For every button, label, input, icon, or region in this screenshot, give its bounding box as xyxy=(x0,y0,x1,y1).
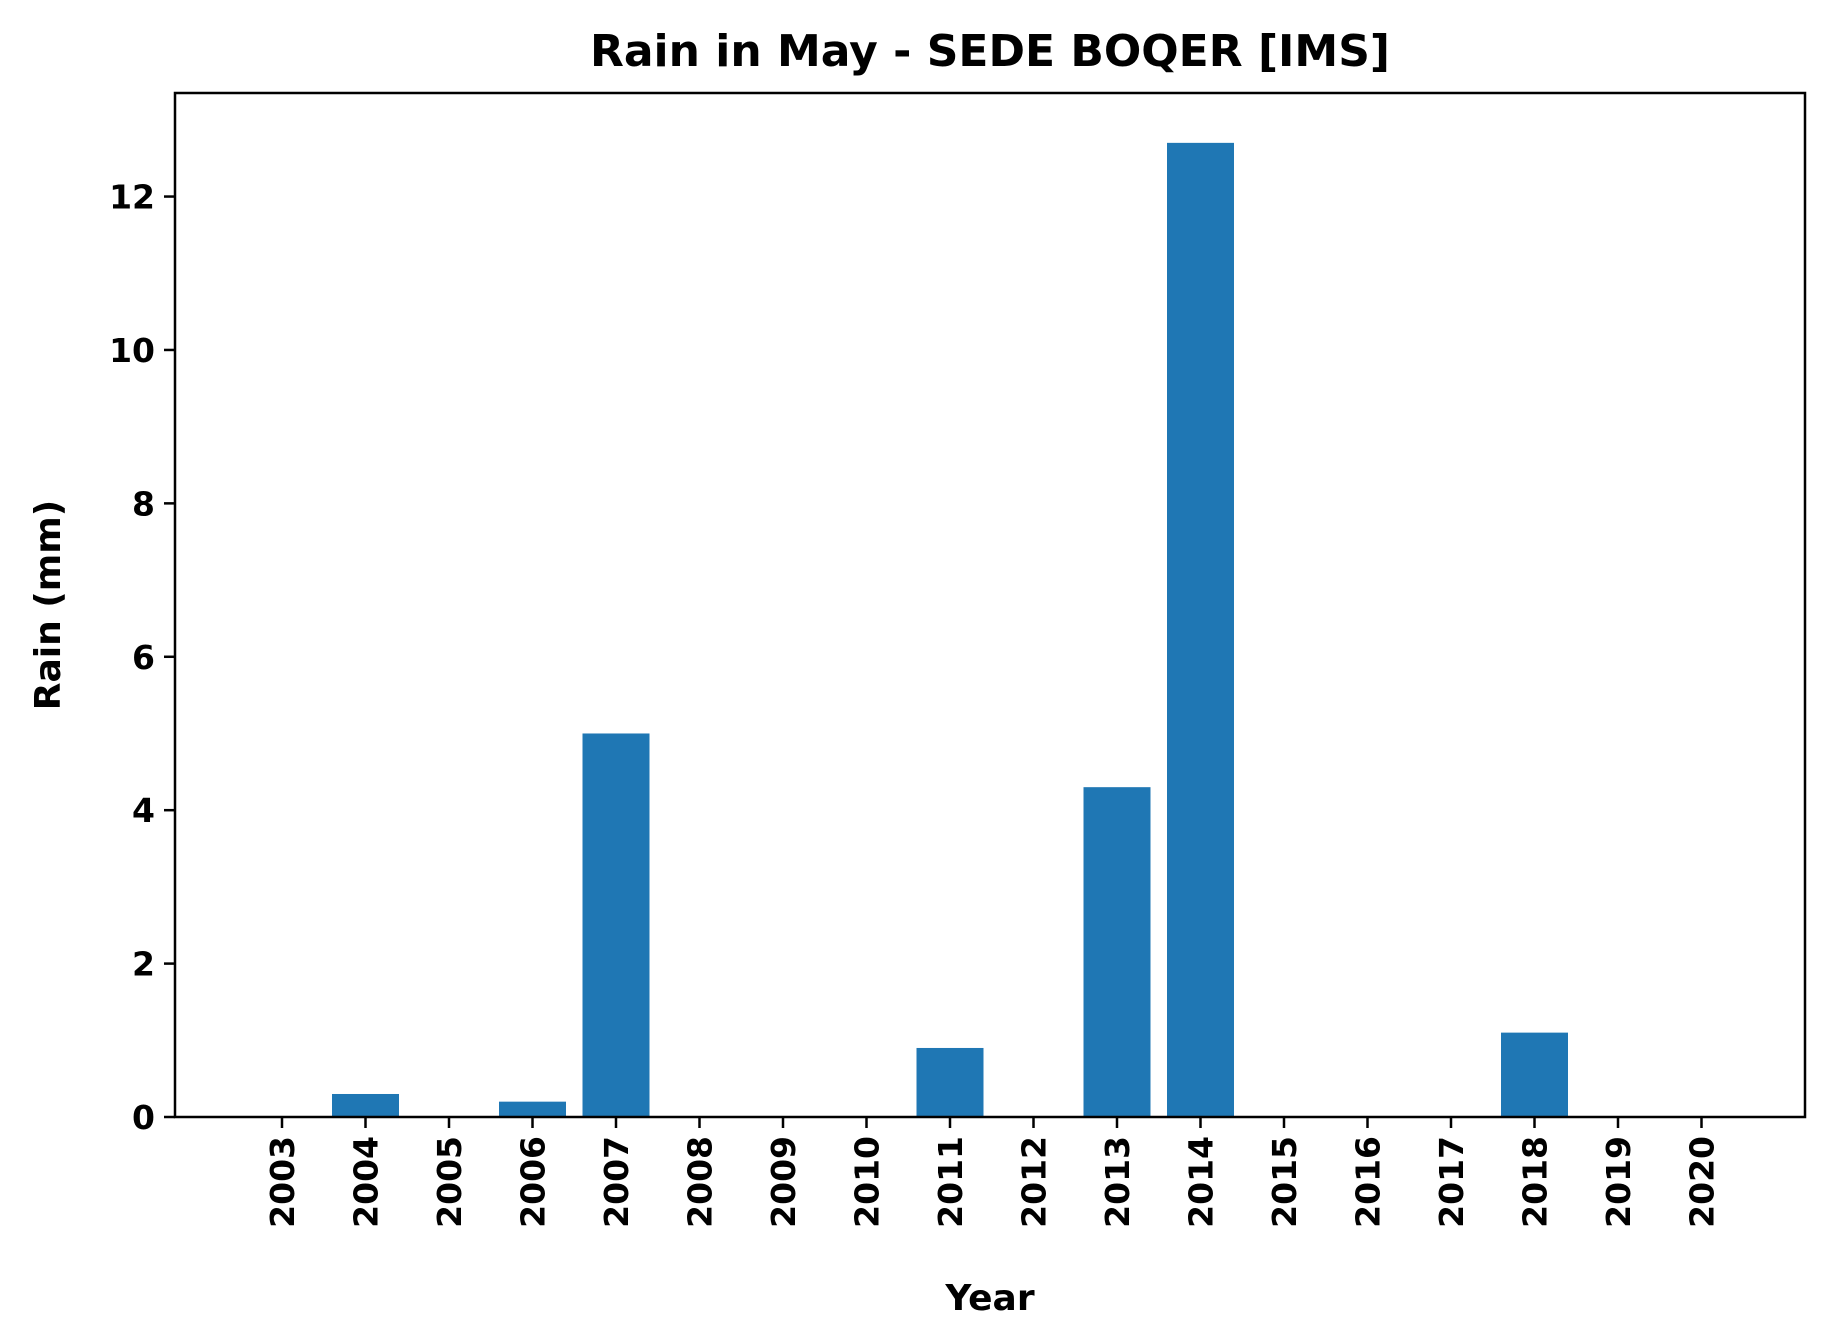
x-tick-label-2005: 2005 xyxy=(430,1136,469,1228)
x-tick-label-2003: 2003 xyxy=(263,1136,302,1228)
y-axis-label: Rain (mm) xyxy=(28,500,69,710)
x-tick-label-2016: 2016 xyxy=(1349,1136,1388,1228)
x-tick-label-2018: 2018 xyxy=(1516,1136,1555,1228)
x-axis-label: Year xyxy=(944,1278,1034,1319)
y-tick-label-6: 6 xyxy=(132,638,155,677)
y-tick-label-2: 2 xyxy=(132,945,155,984)
bar-2014 xyxy=(1167,142,1234,1118)
plot-frame xyxy=(173,91,1807,1119)
x-axis: 2003 2004 2005 2006 2007 2008 2009 2010 2011 2012… xyxy=(263,1117,1722,1228)
x-tick-label-2012: 2012 xyxy=(1015,1136,1054,1228)
x-tick-label-2014: 2014 xyxy=(1182,1136,1221,1228)
x-tick-label-2006: 2006 xyxy=(514,1136,553,1228)
bar-2011 xyxy=(916,1047,984,1117)
y-tick-label-0: 0 xyxy=(132,1098,155,1137)
x-tick-label-2020: 2020 xyxy=(1683,1136,1722,1228)
x-tick-label-2013: 2013 xyxy=(1098,1136,1137,1228)
bar-2007 xyxy=(582,733,650,1117)
y-tick-label-10: 10 xyxy=(109,331,155,370)
x-tick-label-2019: 2019 xyxy=(1599,1136,1638,1228)
bar-2006 xyxy=(499,1101,566,1117)
x-tick-label-2004: 2004 xyxy=(347,1136,386,1228)
bar-2013 xyxy=(1083,787,1151,1117)
x-tick-label-2008: 2008 xyxy=(681,1136,720,1228)
bars-group xyxy=(332,142,1568,1118)
x-tick-label-2017: 2017 xyxy=(1432,1136,1471,1228)
bar-2004 xyxy=(332,1093,399,1117)
y-tick-label-12: 12 xyxy=(109,178,155,217)
x-tick-label-2011: 2011 xyxy=(931,1136,970,1228)
x-tick-label-2009: 2009 xyxy=(764,1136,803,1228)
y-tick-label-8: 8 xyxy=(132,484,155,523)
bar-2018 xyxy=(1501,1032,1568,1117)
x-tick-label-2015: 2015 xyxy=(1265,1136,1304,1228)
y-tick-label-4: 4 xyxy=(132,791,155,830)
x-tick-label-2007: 2007 xyxy=(597,1136,636,1228)
x-tick-label-2010: 2010 xyxy=(848,1136,887,1228)
chart-title: Rain in May - SEDE BOQER [IMS] xyxy=(590,26,1390,77)
y-axis: 0 2 4 6 8 10 12 xyxy=(109,178,175,1137)
